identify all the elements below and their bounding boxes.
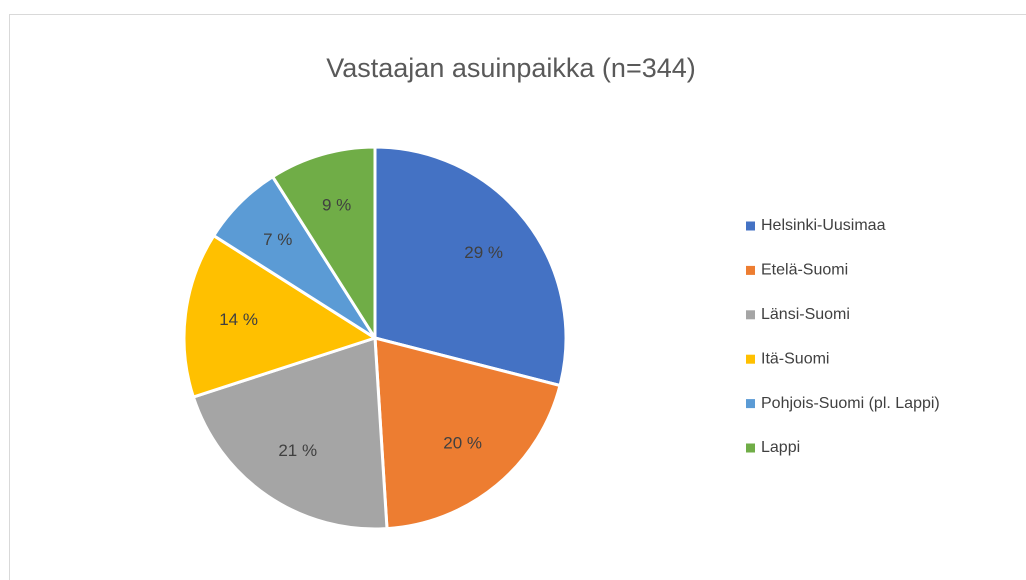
legend-swatch xyxy=(746,399,755,409)
legend-label: Pohjois-Suomi (pl. Lappi) xyxy=(761,395,940,412)
pie-slice xyxy=(270,145,377,344)
legend-swatch xyxy=(746,354,755,364)
pie-slice xyxy=(191,335,389,531)
legend-label: Länsi-Suomi xyxy=(761,306,850,323)
data-label: 21 % xyxy=(278,441,317,460)
pie-slice xyxy=(373,145,568,388)
legend-swatch xyxy=(746,310,755,320)
data-label: 20 % xyxy=(443,433,482,452)
legend-label: Itä-Suomi xyxy=(761,350,829,367)
pie-slice xyxy=(182,233,379,399)
legend-label: Helsinki-Uusimaa xyxy=(761,217,886,234)
legend-label: Etelä-Suomi xyxy=(761,262,848,279)
chart-border xyxy=(9,14,1026,580)
data-label: 29 % xyxy=(464,243,503,262)
legend-swatch xyxy=(746,265,755,275)
data-label: 7 % xyxy=(263,230,292,249)
legend-swatch xyxy=(746,443,755,453)
chart-title: Vastaajan asuinpaikka (n=344) xyxy=(326,53,696,83)
legend-swatch xyxy=(746,221,755,231)
data-label: 14 % xyxy=(219,310,258,329)
data-label: 9 % xyxy=(322,195,351,214)
pie-slice xyxy=(373,336,562,531)
legend-label: Lappi xyxy=(761,439,800,456)
